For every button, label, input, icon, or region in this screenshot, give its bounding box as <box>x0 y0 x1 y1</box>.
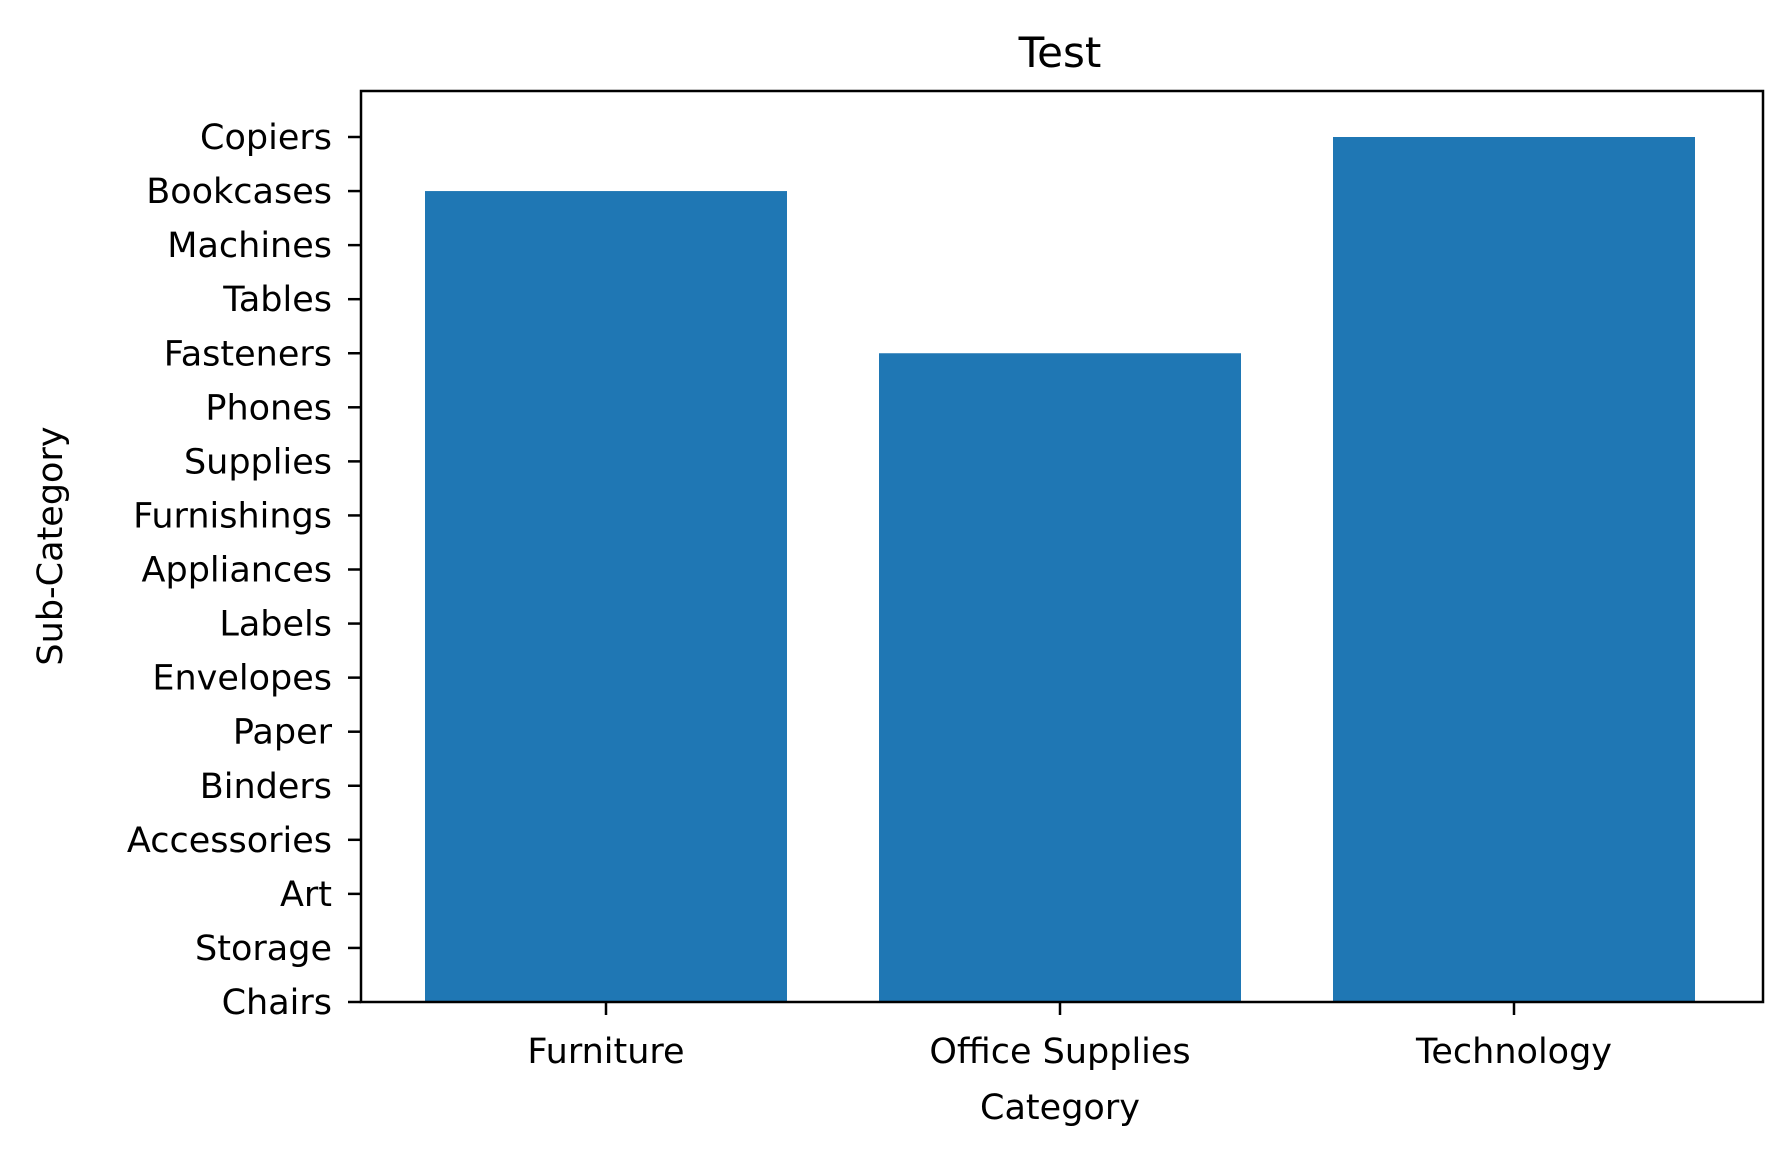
y-tick-label: Storage <box>195 929 332 969</box>
y-axis-label: Sub-Category <box>31 426 71 665</box>
y-tick-label: Fasteners <box>164 334 332 374</box>
y-tick-label: Machines <box>167 226 332 266</box>
y-tick-label: Binders <box>200 767 332 807</box>
y-tick-label: Chairs <box>222 983 332 1023</box>
x-tick-label: Technology <box>1415 1032 1612 1072</box>
y-tick-label: Furnishings <box>133 496 332 536</box>
bar-furniture <box>425 191 787 1002</box>
y-tick-label: Labels <box>219 605 332 645</box>
bar-technology <box>1333 137 1695 1002</box>
plot-frame <box>359 89 1765 1004</box>
y-tick-label: Art <box>280 875 332 915</box>
y-tick-label: Tables <box>222 280 332 320</box>
y-tick-label: Copiers <box>200 118 332 158</box>
y-tick-label: Bookcases <box>146 172 332 212</box>
x-axis-label: Category <box>980 1088 1140 1128</box>
bars-group <box>425 137 1695 1002</box>
y-tick-label: Paper <box>233 713 333 753</box>
y-axis: Chairs Storage Art Accessories Binders Paper E… <box>127 118 361 1023</box>
y-tick-label: Envelopes <box>152 659 332 699</box>
x-axis: Furniture Office Supplies Technology <box>527 1002 1612 1072</box>
chart-title: Test <box>1018 28 1102 77</box>
y-tick-label: Appliances <box>142 551 332 591</box>
bar-office-supplies <box>879 353 1241 1002</box>
x-tick-label: Office Supplies <box>929 1032 1190 1072</box>
y-tick-label: Supplies <box>184 442 332 482</box>
x-tick-label: Furniture <box>527 1032 684 1072</box>
y-tick-label: Phones <box>205 388 332 428</box>
y-tick-label: Accessories <box>127 821 332 861</box>
